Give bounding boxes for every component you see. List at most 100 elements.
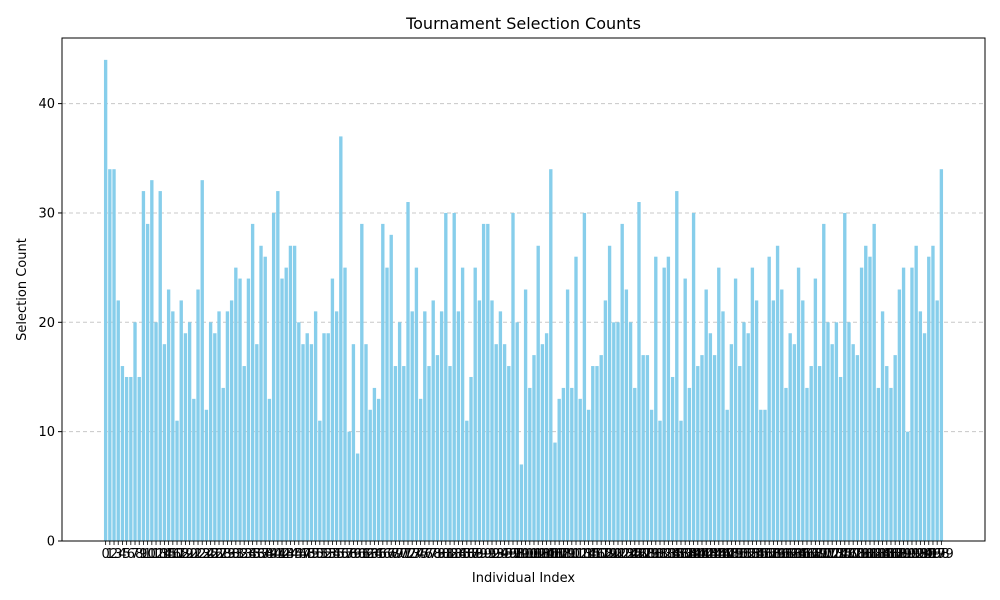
bar: [927, 256, 931, 541]
x-tick-label: 107: [543, 547, 568, 562]
bar-series: [103, 59, 944, 542]
bar: [658, 420, 662, 541]
bar: [242, 366, 246, 541]
bar: [931, 245, 935, 541]
bar: [872, 223, 876, 542]
x-tick-label: 55: [328, 547, 345, 562]
bar: [721, 311, 725, 541]
x-tick-label: 90: [475, 547, 492, 562]
bar: [649, 409, 654, 541]
bar: [767, 256, 771, 541]
x-tick-label: 168: [799, 547, 824, 562]
x-tick-label: 6: [127, 547, 135, 562]
bar: [700, 355, 704, 541]
bar: [116, 300, 120, 541]
x-tick-label: 122: [606, 547, 631, 562]
x-tick-label: 24: [198, 547, 215, 562]
bar: [553, 442, 557, 541]
bar: [826, 322, 830, 541]
x-tick-label: 11: [144, 547, 161, 562]
x-tick-label: 62: [358, 547, 375, 562]
x-tick-label: 66: [375, 547, 392, 562]
x-tick-label: 147: [711, 547, 736, 562]
bar: [809, 366, 813, 541]
bar: [838, 376, 843, 541]
bar: [624, 289, 629, 541]
x-tick-label: 143: [694, 547, 719, 562]
bar: [250, 223, 255, 542]
x-tick-label: 51: [312, 547, 329, 562]
bar: [364, 344, 368, 541]
bar: [574, 256, 578, 541]
bar: [532, 355, 536, 541]
x-tick-label: 8: [135, 547, 143, 562]
x-tick-label: 19: [177, 547, 194, 562]
bar: [305, 333, 309, 541]
bar: [612, 322, 616, 541]
x-tick-label: 83: [446, 547, 463, 562]
bar: [763, 409, 767, 541]
x-tick-label: 129: [635, 547, 660, 562]
bar: [280, 278, 284, 541]
bar: [439, 311, 444, 541]
x-tick-label: 127: [627, 547, 652, 562]
x-tick-label: 61: [354, 547, 371, 562]
x-tick-label: 69: [387, 547, 404, 562]
bar: [561, 387, 566, 541]
x-tick-label: 121: [601, 547, 626, 562]
bar: [654, 256, 658, 541]
x-tick-label: 68: [383, 547, 400, 562]
x-tick-label: 150: [723, 547, 748, 562]
bar: [616, 322, 620, 541]
x-tick-label: 5: [122, 547, 130, 562]
x-tick-label: 93: [488, 547, 505, 562]
x-tick-label: 162: [774, 547, 799, 562]
x-tick-label: 133: [652, 547, 677, 562]
x-tick-label: 0: [101, 547, 109, 562]
x-tick-label: 137: [669, 547, 694, 562]
x-tick-label: 7: [131, 547, 139, 562]
x-tick-label: 126: [622, 547, 647, 562]
x-tick-label: 139: [677, 547, 702, 562]
x-tick-label: 181: [853, 547, 878, 562]
bar: [523, 289, 528, 541]
bar: [381, 223, 385, 542]
bar: [368, 409, 372, 541]
x-tick-label: 60: [349, 547, 366, 562]
bar: [712, 355, 717, 541]
bar: [843, 212, 847, 541]
bar: [486, 223, 490, 542]
bar: [733, 278, 738, 541]
x-tick-label: 145: [702, 547, 727, 562]
x-tick-label: 94: [492, 547, 509, 562]
bar: [771, 300, 776, 541]
bar: [297, 322, 301, 541]
bar: [859, 267, 864, 541]
x-tick-label: 104: [530, 547, 555, 562]
x-tick-label: 153: [736, 547, 761, 562]
bar: [208, 322, 213, 541]
bar: [402, 366, 406, 541]
bar: [620, 223, 624, 542]
y-axis-title: Selection Count: [15, 238, 30, 341]
bar: [754, 300, 759, 541]
bar: [108, 169, 112, 541]
x-tick-label: 73: [404, 547, 421, 562]
x-tick-label: 124: [614, 547, 639, 562]
bar: [817, 366, 822, 541]
bar: [145, 223, 150, 542]
bar: [784, 387, 788, 541]
bar: [204, 409, 209, 541]
x-tick-label: 14: [156, 547, 173, 562]
x-tick-label: 29: [219, 547, 236, 562]
bar: [742, 322, 746, 541]
bar: [519, 464, 524, 541]
bar: [801, 300, 805, 541]
bar: [679, 420, 683, 541]
bar: [792, 344, 797, 541]
bar: [788, 333, 792, 541]
x-tick-label: 152: [732, 547, 757, 562]
x-tick-label: 105: [534, 547, 559, 562]
bar: [628, 322, 633, 541]
bar: [288, 245, 293, 541]
